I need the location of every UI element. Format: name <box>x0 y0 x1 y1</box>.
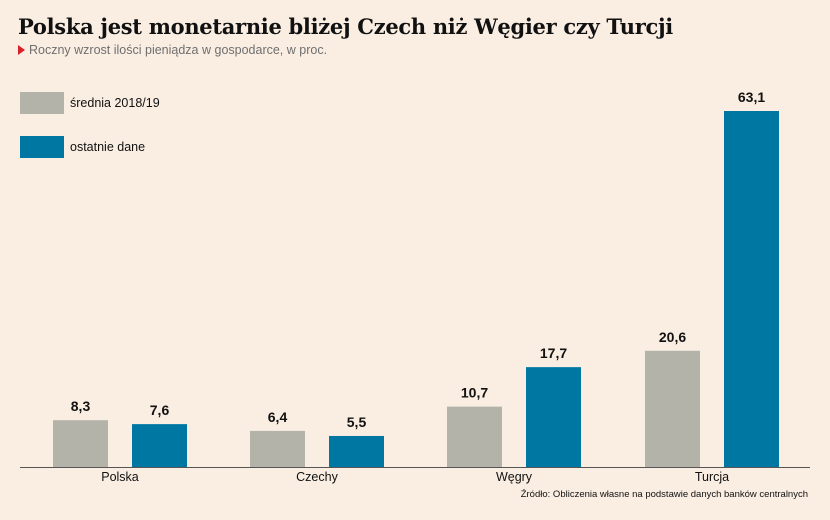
subtitle-text: Roczny wzrost ilości pieniądza w gospoda… <box>29 43 328 57</box>
bar-polska-series-0 <box>53 420 108 467</box>
data-label: 63,1 <box>738 89 765 105</box>
legend-item-average: średnia 2018/19 <box>20 92 160 114</box>
data-label: 8,3 <box>71 398 91 414</box>
legend-swatch-latest <box>20 136 64 158</box>
data-label: 5,5 <box>347 414 367 430</box>
legend-label-average: średnia 2018/19 <box>70 96 160 110</box>
legend-item-latest: ostatnie dane <box>20 136 145 158</box>
bar-czechy-series-0 <box>250 430 305 467</box>
chart-subtitle: Roczny wzrost ilości pieniądza w gospoda… <box>18 43 327 57</box>
triangle-marker-icon <box>18 45 25 55</box>
bar-polska-series-1 <box>132 424 187 467</box>
x-tick-label: Turcja <box>695 470 729 484</box>
data-label: 20,6 <box>659 329 686 345</box>
bar-węgry-series-0 <box>447 406 502 467</box>
legend-label-latest: ostatnie dane <box>70 140 146 154</box>
chart-title: Polska jest monetarnie bliżej Czech niż … <box>18 14 673 39</box>
data-label: 10,7 <box>461 385 488 401</box>
bar-turcja-series-1 <box>724 111 779 467</box>
bar-turcja-series-0 <box>645 350 700 467</box>
x-tick-label: Czechy <box>296 470 338 484</box>
data-label: 7,6 <box>150 402 170 418</box>
legend-swatch-average <box>20 92 64 114</box>
x-tick-label: Węgry <box>496 470 533 484</box>
bar-węgry-series-1 <box>526 367 581 467</box>
bar-czechy-series-1 <box>329 435 384 467</box>
x-tick-label: Polska <box>101 470 139 484</box>
data-label: 17,7 <box>540 345 567 361</box>
source-note: Źródło: Obliczenia własne na podstawie d… <box>520 489 808 500</box>
data-label: 6,4 <box>268 409 288 425</box>
